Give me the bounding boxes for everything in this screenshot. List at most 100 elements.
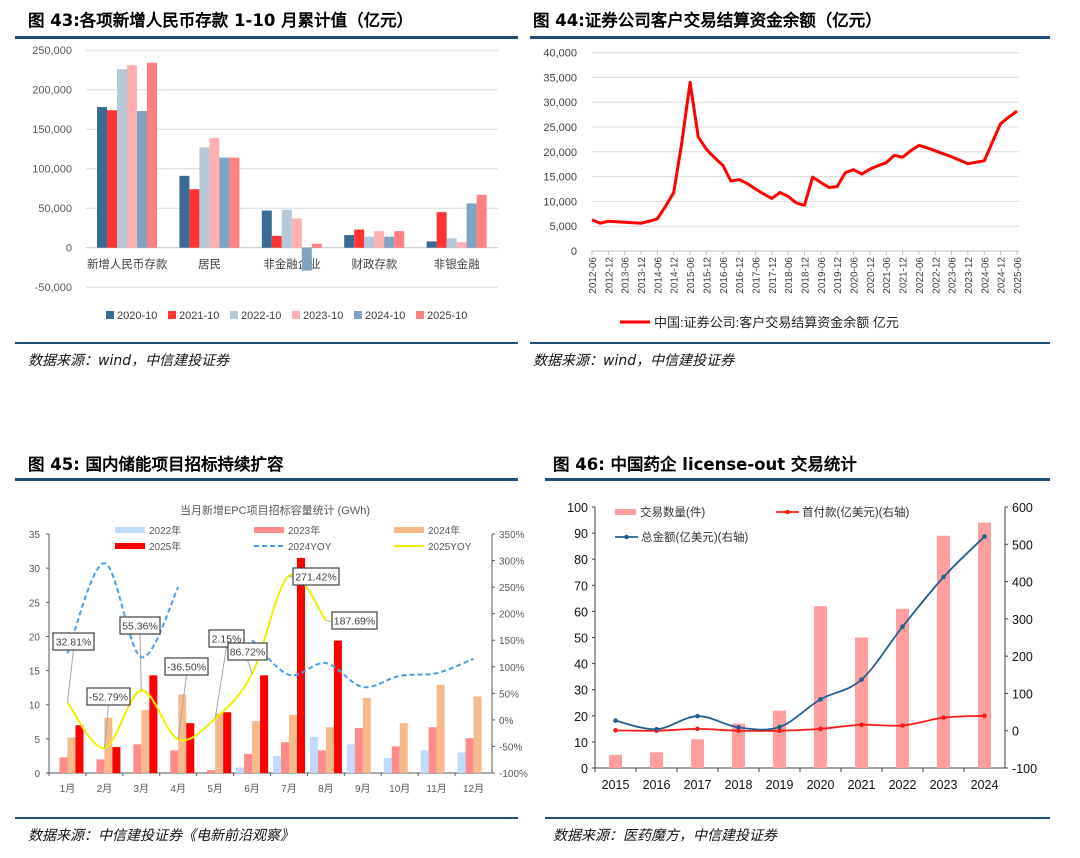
legend-label: 2025-10 xyxy=(427,310,467,322)
bar xyxy=(855,637,868,768)
series-marker xyxy=(695,713,700,719)
bar xyxy=(252,721,261,773)
series-marker xyxy=(859,722,864,728)
series-marker xyxy=(900,624,905,629)
data-label-leader xyxy=(103,704,109,748)
y-tick-label: 20,000 xyxy=(543,147,577,159)
legend-label: 首付款(亿美元)(右轴) xyxy=(802,505,909,519)
x-tick-label: 2020-06 xyxy=(850,257,861,294)
bar xyxy=(383,757,392,773)
series-marker xyxy=(613,718,618,723)
bar xyxy=(399,723,408,773)
bar xyxy=(170,750,179,773)
bar xyxy=(215,713,224,773)
bar xyxy=(219,157,230,248)
bar xyxy=(354,229,365,248)
legend-swatch xyxy=(416,311,424,319)
x-tick-label: 7月 xyxy=(281,783,297,795)
legend-swatch xyxy=(615,509,636,515)
y2-tick-label: 300% xyxy=(499,557,525,568)
series-line xyxy=(591,80,1018,225)
x-tick-label: 2012-12 xyxy=(604,257,615,294)
x-category-label: 非银金融 xyxy=(434,257,480,271)
y-tick-label: 0 xyxy=(581,762,588,776)
x-tick-label: 6月 xyxy=(244,783,260,795)
x-tick-label: 2016-06 xyxy=(719,257,730,294)
y2-tick-label: -100% xyxy=(499,769,528,780)
y-tick-label: 5 xyxy=(34,735,40,746)
fig44-chart: 0 5,000 10,000 15,000 20,000 25,000 30,000 35,0… xyxy=(543,48,1024,330)
x-tick-label: 2014-06 xyxy=(653,257,664,294)
bar xyxy=(426,241,437,248)
fig46-footer-rule xyxy=(545,817,1050,819)
bar xyxy=(97,107,107,248)
legend-swatch xyxy=(115,527,145,533)
series-marker xyxy=(900,723,905,728)
x-tick-label: 2022 xyxy=(889,778,917,792)
fig45-title-rule xyxy=(15,478,518,481)
bar xyxy=(317,750,326,773)
y-tick-label: 10 xyxy=(29,701,41,712)
y-tick-label: 30 xyxy=(29,564,41,575)
bar xyxy=(186,723,195,773)
data-label: 187.69% xyxy=(334,616,375,628)
x-tick-label: 10月 xyxy=(389,783,410,795)
y-tick-label: 20 xyxy=(29,632,41,643)
legend-label: 中国:证券公司:客户交易结算资金余额 亿元 xyxy=(654,315,899,330)
y-tick-label: 0 xyxy=(66,243,72,255)
y-tick-label: 0 xyxy=(34,769,40,780)
bar xyxy=(281,209,292,248)
bar xyxy=(209,137,220,248)
chart-title: 当月新增EPC项目招标容量统计 (GWh) xyxy=(180,503,370,517)
series-marker xyxy=(982,713,987,719)
bar xyxy=(325,727,334,773)
bar xyxy=(189,189,200,248)
x-tick-label: 2016-12 xyxy=(735,257,746,294)
bar xyxy=(112,747,121,773)
x-tick-label: 3月 xyxy=(134,783,150,795)
legend-swatch xyxy=(115,543,145,549)
y-tick-label: 0 xyxy=(571,246,577,258)
bar xyxy=(346,744,355,773)
series-marker xyxy=(941,574,946,580)
bar xyxy=(473,696,482,773)
y2-tick-label: 100 xyxy=(1012,687,1033,701)
x-tick-label: 2018-12 xyxy=(801,257,812,294)
y2-tick-label: 300 xyxy=(1012,613,1033,627)
x-tick-label: 2024-06 xyxy=(980,257,991,294)
bar xyxy=(244,753,253,773)
y-tick-label: 10 xyxy=(574,736,588,750)
x-tick-label: 2022-06 xyxy=(915,257,926,294)
bar xyxy=(814,606,827,768)
bar xyxy=(344,235,355,248)
y2-tick-label: 500 xyxy=(1012,538,1033,552)
series-marker xyxy=(736,725,741,730)
y2-tick-label: 100% xyxy=(499,663,525,674)
x-tick-label: 2018-06 xyxy=(784,257,795,294)
data-label: 32.81% xyxy=(56,637,92,649)
y-tick-label: 150,000 xyxy=(32,124,72,136)
bar xyxy=(117,69,127,248)
bar xyxy=(273,755,281,773)
x-tick-label: 2019-06 xyxy=(817,257,828,294)
bar xyxy=(374,231,385,248)
fig46-chart: 0 10 20 30 40 50 60 70 80 90 100 -100 0 100 200 300 400 5… xyxy=(567,501,1037,792)
y-tick-label: 50,000 xyxy=(38,203,72,215)
legend-label: 2024YOY xyxy=(288,542,332,553)
fig44-footer-rule xyxy=(530,342,1050,344)
bar xyxy=(289,714,297,773)
data-label-leader xyxy=(66,649,74,703)
x-tick-label: 2021-06 xyxy=(882,257,893,294)
x-tick-label: 2020-12 xyxy=(866,257,877,294)
y2-tick-label: 200 xyxy=(1012,650,1033,664)
fig45-footer-rule xyxy=(15,817,518,819)
fig46-source: 数据来源：医药魔方，中信建投证券 xyxy=(553,828,777,844)
bar xyxy=(229,157,240,248)
y-tick-label: -50,000 xyxy=(35,282,72,294)
fig44-title-rule xyxy=(530,36,1050,39)
series-marker xyxy=(818,726,823,732)
x-tick-label: 2023-12 xyxy=(964,257,975,294)
series-line xyxy=(615,714,985,732)
fig45-chart: 当月新增EPC项目招标容量统计 (GWh) 0 5 10 15 20 25 30 35 -100%… xyxy=(29,503,528,795)
y-tick-label: 35 xyxy=(29,530,41,541)
